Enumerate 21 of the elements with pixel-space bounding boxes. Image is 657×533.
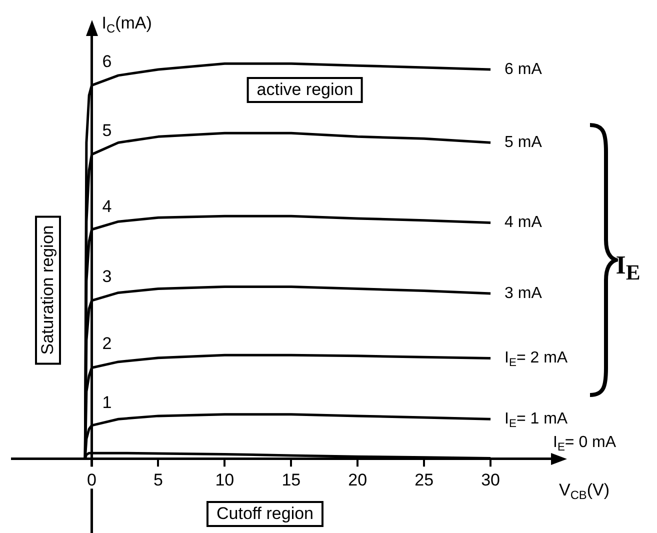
- annotation: 3: [102, 267, 112, 287]
- x-tick-label: 0: [87, 470, 96, 490]
- series-label: 6 mA: [504, 60, 542, 78]
- annotation: Saturation region: [35, 215, 61, 365]
- text: Cutoff region: [206, 501, 324, 527]
- annotation: 5: [102, 121, 112, 141]
- annotation: 6: [102, 52, 112, 72]
- series-label: 5 mA: [504, 134, 542, 152]
- text: I$_{E}$: [616, 250, 640, 286]
- x-tick-label: 25: [414, 470, 434, 490]
- series-label: 3 mA: [504, 284, 542, 302]
- x-tick-label: 30: [481, 470, 500, 490]
- annotation: 1: [102, 393, 112, 413]
- annotation: active region: [246, 77, 364, 103]
- x-tick-label: 10: [215, 470, 234, 490]
- series-label: 4 mA: [504, 214, 542, 232]
- x-tick-label: 20: [348, 470, 368, 490]
- x-tick-label: 5: [153, 470, 163, 490]
- annotation: 2: [102, 334, 112, 354]
- x-tick-label: 15: [282, 470, 301, 490]
- annotation: 4: [102, 197, 112, 217]
